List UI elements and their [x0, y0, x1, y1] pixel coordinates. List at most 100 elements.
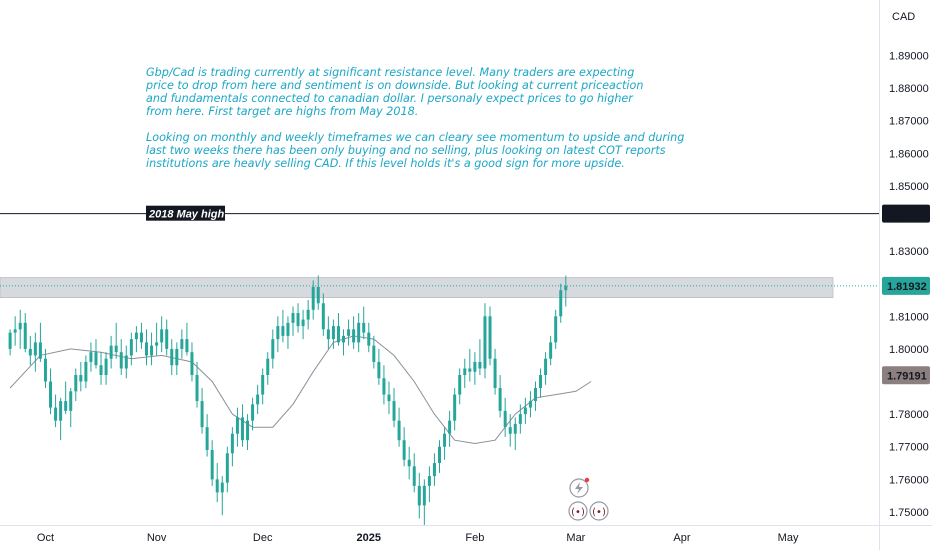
candle — [407, 446, 411, 480]
candle — [377, 348, 381, 385]
candle — [94, 339, 98, 369]
candle-body — [367, 332, 371, 346]
candle-body — [190, 352, 194, 375]
candle — [261, 368, 265, 405]
level-label: 2018 May high — [148, 209, 224, 221]
ma-price-tag: 1.79191 — [887, 370, 927, 382]
candle-body — [8, 332, 12, 349]
candle — [13, 316, 17, 346]
candle — [225, 446, 229, 493]
event-marker-icon[interactable]: (•) — [589, 501, 609, 521]
candle — [195, 361, 199, 408]
candle — [321, 293, 325, 336]
candle — [367, 322, 371, 353]
lightning-icon[interactable] — [569, 477, 590, 498]
candle-body — [251, 404, 255, 421]
candle-body — [493, 358, 497, 389]
candle-body — [200, 401, 204, 428]
candle-body — [266, 358, 270, 375]
candle — [559, 283, 563, 323]
candle — [554, 309, 558, 349]
candle — [306, 300, 310, 330]
candle — [387, 381, 391, 415]
candle — [463, 358, 467, 389]
candle-body — [513, 423, 517, 434]
candle — [38, 322, 42, 362]
candle-body — [448, 420, 452, 434]
time-tick-label: Mar — [566, 532, 585, 544]
price-tick-label: 1.86000 — [889, 148, 929, 160]
candle-body — [271, 339, 275, 359]
price-tick-label: 1.87000 — [889, 116, 929, 128]
candle-body — [64, 401, 68, 411]
time-tick-label: May — [778, 532, 799, 544]
candle-body — [336, 326, 340, 343]
candle — [18, 309, 22, 349]
candle-body — [109, 345, 113, 359]
time-tick-label: Oct — [37, 532, 54, 544]
candle-body — [276, 326, 280, 340]
candle-body — [246, 420, 250, 441]
candle — [448, 410, 452, 447]
candle-body — [94, 352, 98, 366]
candle-body — [554, 316, 558, 343]
price-tick-label: 1.89000 — [889, 50, 929, 62]
candle-body — [225, 453, 229, 483]
candle — [170, 339, 174, 375]
candle — [59, 397, 63, 441]
price-tick-label: 1.81000 — [889, 311, 929, 323]
candle — [155, 322, 159, 356]
candle — [145, 329, 148, 366]
candle — [296, 303, 300, 333]
candle — [468, 348, 472, 382]
time-axis[interactable]: Oct Nov Dec 2025 Feb Mar Apr May — [37, 532, 799, 544]
annotation-note: Gbp/Cad is trading currently at signific… — [145, 66, 684, 170]
candle-body — [119, 352, 123, 369]
candle-body — [402, 440, 406, 460]
candle — [438, 440, 441, 473]
candle — [347, 319, 351, 346]
candle-body — [347, 329, 351, 336]
candle-body — [417, 485, 421, 506]
candle — [513, 417, 517, 450]
candle-body — [352, 329, 356, 343]
candle-body — [160, 329, 164, 343]
candle-body — [422, 485, 426, 506]
resistance-zone — [0, 277, 834, 299]
candle-body — [89, 352, 93, 362]
candle — [134, 326, 138, 353]
candle — [89, 342, 93, 372]
candle-body — [503, 410, 507, 428]
candle-body — [463, 368, 467, 375]
candle — [483, 303, 487, 379]
candle-body — [165, 329, 169, 349]
price-axis[interactable]: CAD — [879, 0, 916, 550]
candle — [417, 472, 421, 519]
candle — [301, 309, 305, 340]
candle-body — [438, 446, 441, 464]
candle — [422, 479, 426, 525]
candle — [478, 339, 482, 375]
candle — [185, 322, 189, 356]
candle — [326, 316, 330, 349]
candle-body — [240, 417, 244, 441]
candle-body — [382, 378, 386, 395]
candle — [443, 427, 447, 460]
candle-body — [145, 342, 148, 356]
event-marker-icon[interactable]: (•) — [568, 501, 588, 521]
candle — [427, 466, 431, 503]
candle-body — [427, 476, 431, 486]
candle-body — [150, 345, 154, 356]
candle — [372, 335, 376, 369]
price-tags: 1.84147 1.81932 1.79191 — [882, 204, 930, 385]
candle — [533, 381, 537, 411]
candle-body — [124, 355, 128, 369]
candles-layer — [8, 275, 568, 525]
candle — [99, 352, 103, 385]
candle — [508, 414, 512, 447]
candle — [109, 335, 113, 369]
price-tick-label: 1.88000 — [889, 83, 929, 95]
price-tick-labels: 1.89000 1.88000 1.87000 1.86000 1.85000 1.830… — [889, 50, 929, 519]
candle — [498, 375, 502, 418]
